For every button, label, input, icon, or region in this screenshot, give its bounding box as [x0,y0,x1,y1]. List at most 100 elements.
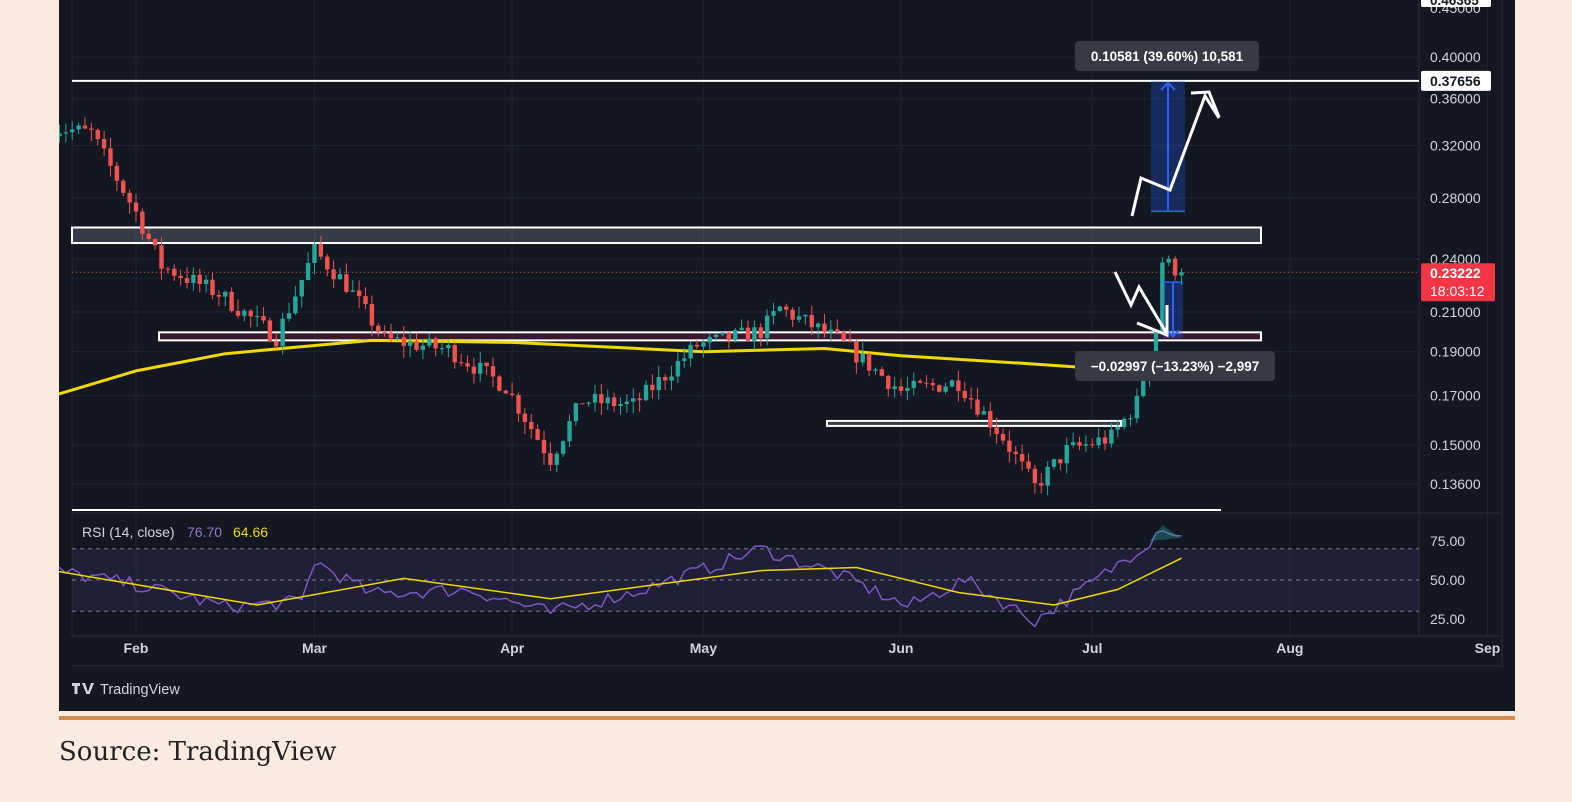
candle-body [286,313,292,319]
candle-body [784,306,789,310]
rsi-value: 76.70 [187,524,222,540]
candle [988,402,993,437]
candle-body [1007,440,1012,452]
candle [758,323,763,347]
candle-body [280,318,285,347]
candle [280,312,285,355]
candle [886,374,891,397]
candle-body [76,125,81,130]
candle [854,338,859,374]
candle [114,161,120,191]
candle-body [1160,262,1165,332]
candle [325,254,330,277]
candle-body [733,329,738,341]
sr-zone-0 [71,226,1262,245]
projection-arrowhead-up [1190,90,1221,118]
candle [165,266,171,274]
candle-body [567,421,572,442]
candle-body [643,384,649,401]
price-label-top-box [1421,0,1491,7]
candle [529,414,534,439]
candle-body [1166,258,1171,263]
candle-body [860,353,865,363]
candle-body [892,386,897,389]
candle-body [114,165,120,181]
candle [388,323,394,343]
candle [682,348,687,368]
candle [892,376,897,398]
candle [669,365,674,391]
candle [121,179,126,197]
candle-body [1026,461,1031,469]
candle [1007,430,1012,463]
candle-body [121,180,126,193]
candle [1121,416,1127,430]
candle [363,287,368,310]
candle [828,320,834,342]
candle-body [516,394,521,414]
candle [382,325,387,337]
candle [433,336,438,357]
candle [1026,453,1031,473]
candle-body [631,398,636,402]
price-tick-label: 0.36000 [1430,91,1481,107]
candle [949,378,955,388]
candle [420,338,426,360]
candle-body [407,341,413,346]
candle-body [873,369,878,371]
candle [911,372,916,396]
candle [59,124,62,143]
candle-body [1070,442,1076,446]
candle [465,355,470,372]
candle [1064,437,1069,474]
candle [497,374,502,392]
candle [344,263,349,294]
candle-body [382,332,387,334]
candle-body [63,132,69,134]
candle-body [82,125,88,129]
candle [694,340,700,349]
candle-body [573,403,579,422]
candle [261,307,266,324]
candle-body [937,385,942,392]
candle [299,279,304,308]
candle [1000,428,1006,445]
candle [643,380,649,402]
candle-body [216,294,222,297]
candle-body [1134,396,1140,419]
candle [611,392,617,412]
candle [1077,436,1082,451]
rsi-overbought-fill [1149,525,1182,541]
candle [369,295,375,337]
candle [1109,422,1114,448]
candle-body [1051,459,1057,467]
candle [917,378,923,384]
candle [631,388,636,414]
candle-body [197,274,202,285]
candle [1102,430,1108,451]
candle-body [758,327,763,339]
candle-body [1102,437,1108,444]
candle-body [299,279,304,297]
candle [745,320,751,342]
price-pane [72,0,1419,511]
candle-body [777,306,783,312]
candle [401,325,406,358]
candle-body [866,353,872,371]
candle-body [682,358,687,361]
candle-body [675,360,681,377]
candle [254,305,260,327]
candle-body [439,348,445,350]
candle [286,302,292,322]
month-label: Aug [1276,640,1303,656]
candle-body [1090,444,1095,446]
measure-down-label [1075,351,1275,381]
divider-line [59,716,1515,720]
candle [866,353,872,377]
candle [962,381,967,402]
candle [1019,444,1025,471]
candle [446,340,451,358]
candle-body [318,243,324,257]
candle [108,137,113,177]
candle-body [146,233,151,240]
